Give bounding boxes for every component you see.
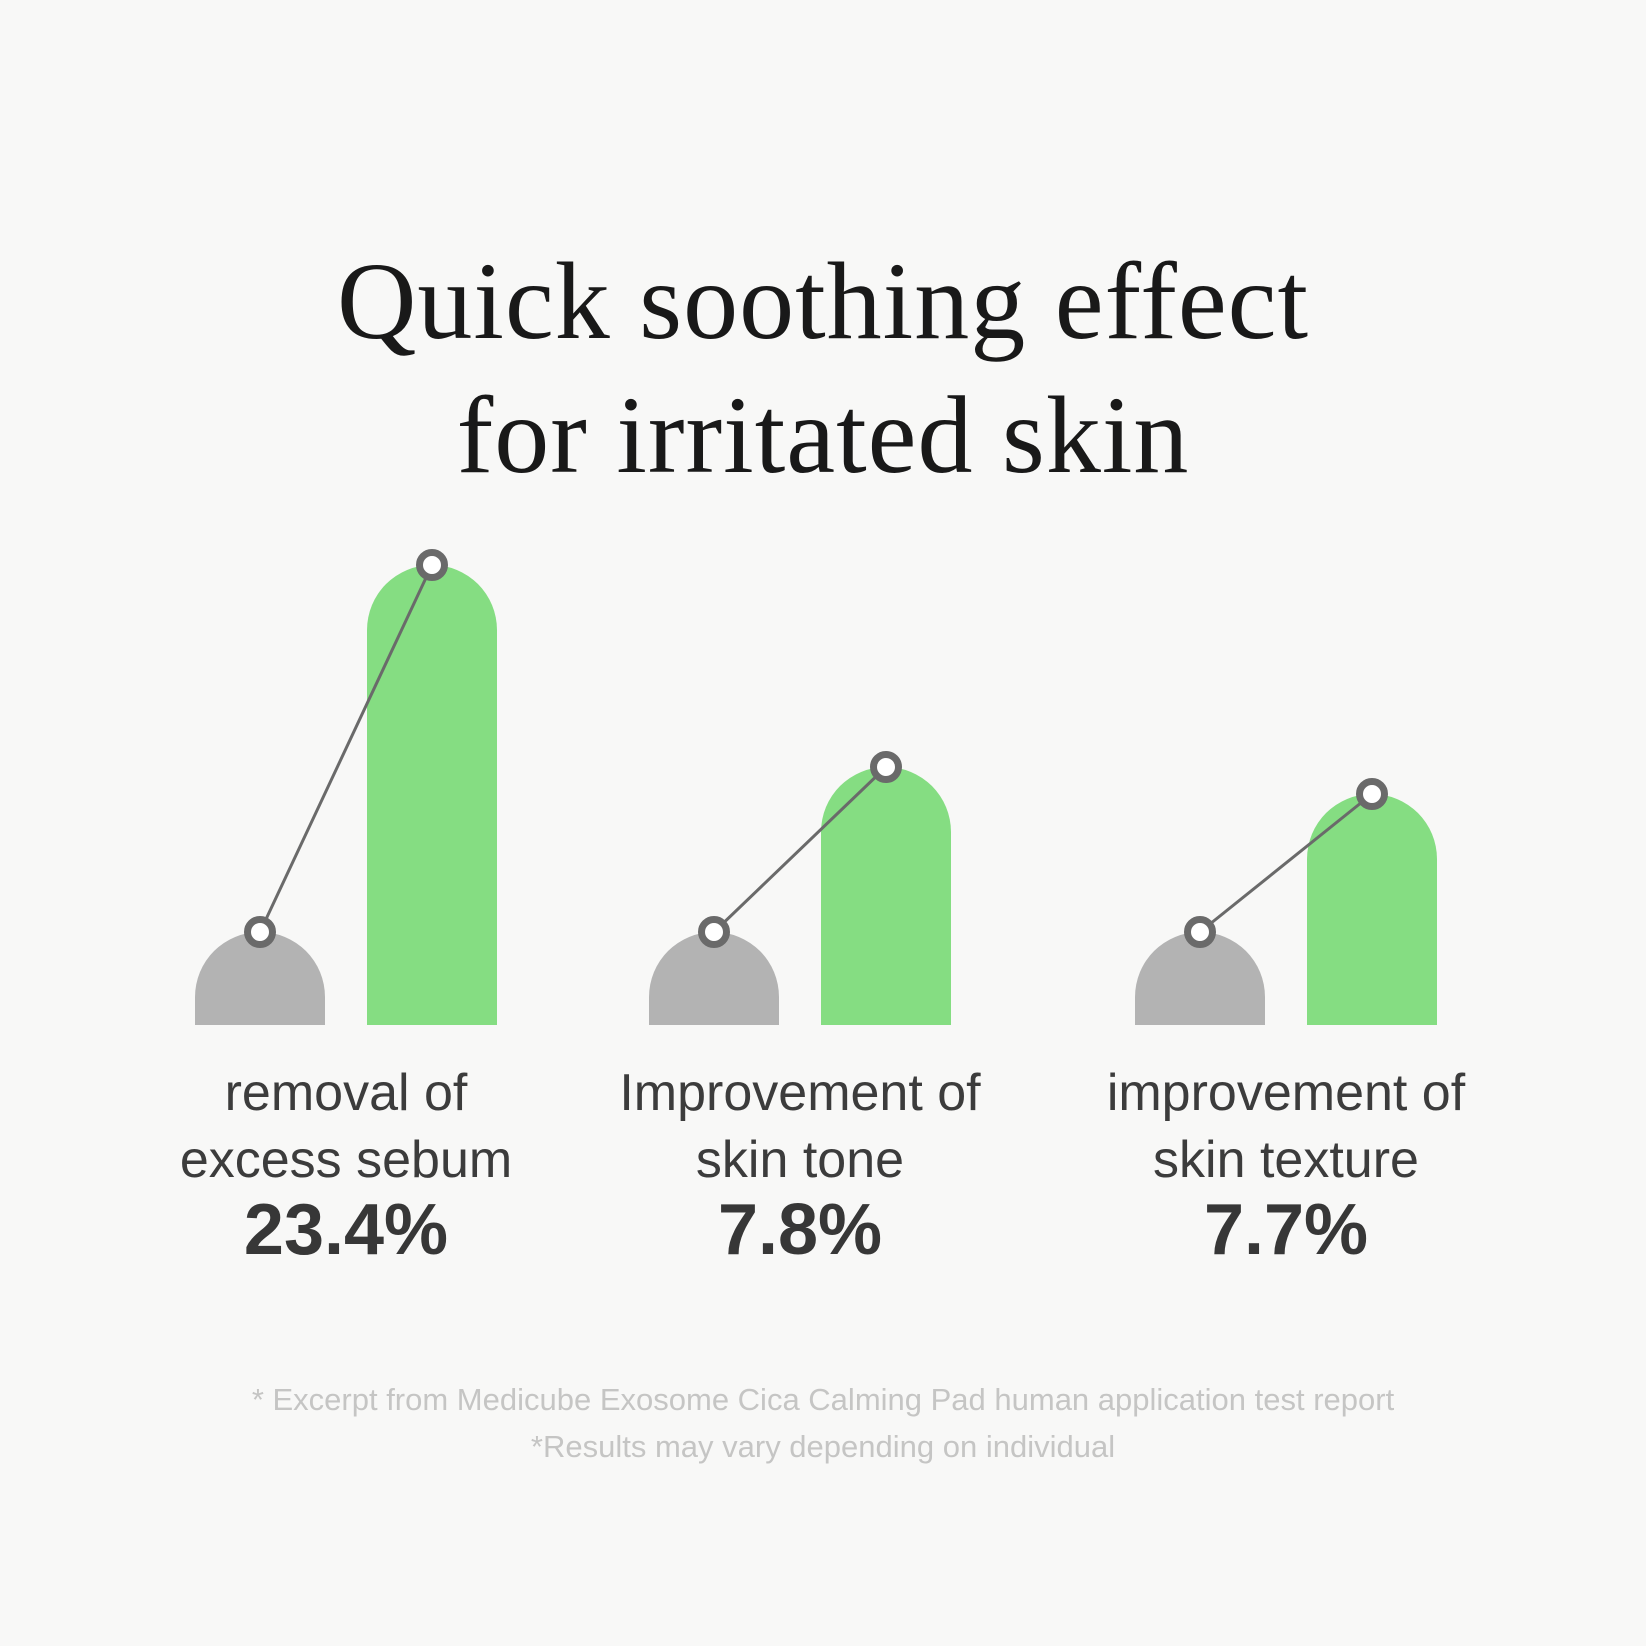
footnotes: * Excerpt from Medicube Exosome Cica Cal… <box>0 1376 1646 1470</box>
chart-group-skin-tone: Improvement of skin tone 7.8% <box>619 555 981 1270</box>
title-line-2: for irritated skin <box>456 373 1190 496</box>
chart-group-sebum: removal of excess sebum 23.4% <box>180 549 512 1270</box>
group-label: Improvement of skin tone <box>550 1060 1050 1194</box>
title-line-1: Quick soothing effect <box>336 239 1310 362</box>
group-label-line-1: removal of <box>224 1064 468 1122</box>
group-label: removal of excess sebum <box>96 1060 596 1194</box>
before-marker <box>244 916 276 948</box>
footnote-line-1: * Excerpt from Medicube Exosome Cica Cal… <box>251 1382 1395 1417</box>
group-label-line-1: Improvement of <box>619 1064 981 1122</box>
bar-pair <box>1135 555 1437 1025</box>
group-label-line-2: excess sebum <box>179 1131 513 1189</box>
comparison-chart: removal of excess sebum 23.4% Improvemen… <box>0 549 1646 1270</box>
after-bar <box>367 565 497 1025</box>
before-marker <box>698 916 730 948</box>
chart-group-skin-texture: improvement of skin texture 7.7% <box>1107 555 1465 1270</box>
after-bar <box>821 767 951 1025</box>
group-value: 7.7% <box>1203 1190 1369 1270</box>
group-label: improvement of skin texture <box>1036 1060 1536 1194</box>
footnote-line-2: *Results may vary depending on individua… <box>530 1429 1116 1464</box>
after-marker <box>416 549 448 581</box>
after-marker <box>870 751 902 783</box>
group-label-line-2: skin tone <box>695 1131 905 1189</box>
group-label-line-2: skin texture <box>1153 1131 1419 1189</box>
after-marker <box>1356 778 1388 810</box>
after-bar <box>1307 794 1437 1025</box>
group-label-line-1: improvement of <box>1106 1064 1466 1122</box>
page-title: Quick soothing effect for irritated skin <box>0 234 1646 502</box>
bar-pair <box>195 549 497 1025</box>
group-value: 23.4% <box>243 1190 449 1270</box>
bar-pair <box>649 555 951 1025</box>
before-marker <box>1184 916 1216 948</box>
group-value: 7.8% <box>717 1190 883 1270</box>
